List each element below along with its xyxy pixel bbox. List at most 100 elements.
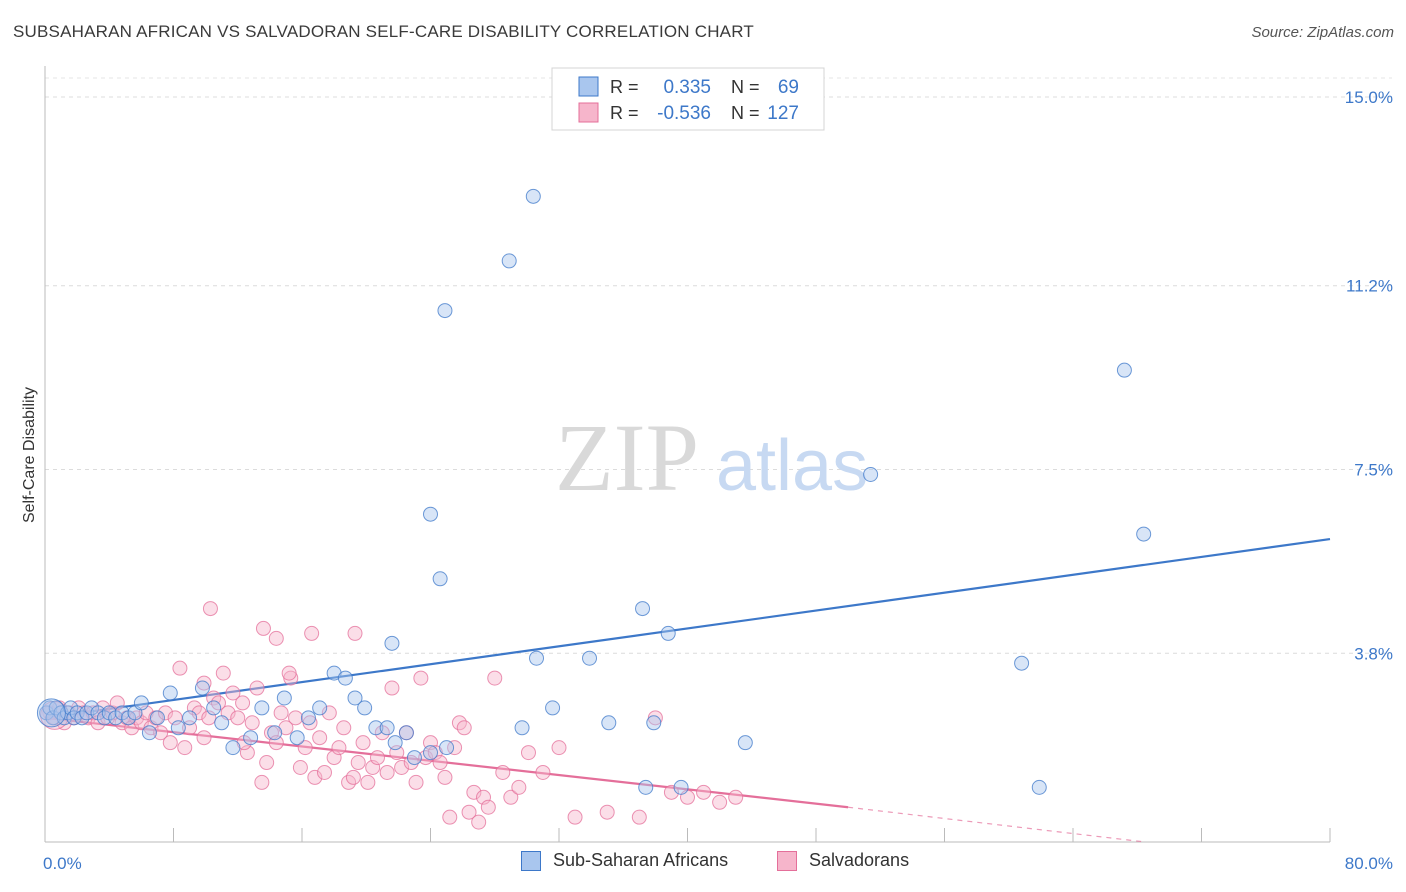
data-point [292, 760, 308, 775]
data-point [243, 730, 259, 746]
data-point [466, 784, 482, 800]
data-point [461, 804, 477, 820]
x-tick-label: 0.0% [43, 854, 82, 873]
data-point [304, 625, 320, 641]
data-point [439, 740, 455, 756]
data-point [289, 730, 305, 746]
y-tick-label: 15.0% [1345, 88, 1393, 107]
y-tick-label: 11.2% [1346, 277, 1393, 296]
data-point [1136, 526, 1152, 542]
stats-n-label-1: N = [731, 77, 760, 97]
data-point [582, 650, 598, 666]
x-tick-labels: 0.0% 80.0% [43, 854, 1393, 873]
y-tick-label: 7.5% [1354, 461, 1393, 480]
stats-swatch-pink [578, 102, 599, 123]
watermark-zip: ZIP [555, 404, 699, 511]
data-point [273, 705, 289, 721]
data-point [1031, 779, 1047, 795]
data-point [660, 625, 676, 641]
x-tick-label: 80.0% [1345, 854, 1393, 873]
grid-lines [45, 77, 1392, 654]
data-point [337, 670, 353, 686]
watermark: ZIP atlas [555, 404, 868, 511]
data-point [312, 700, 328, 716]
data-point [520, 745, 536, 761]
trend-line-pink-extension [848, 806, 1146, 843]
data-point [601, 715, 617, 731]
chart-title: SUBSAHARAN AFRICAN VS SALVADORAN SELF-CA… [13, 22, 754, 41]
data-point [503, 789, 519, 805]
data-point [254, 774, 270, 790]
data-point [157, 705, 173, 721]
data-point [379, 764, 395, 780]
data-point [357, 700, 373, 716]
data-point [281, 665, 297, 681]
data-point [423, 506, 438, 522]
data-point [206, 700, 222, 716]
trend-line-blue [44, 537, 1331, 719]
data-point [225, 685, 241, 701]
data-point [737, 735, 753, 751]
stats-r-value-2: -0.536 [657, 103, 711, 124]
data-point [567, 809, 583, 825]
data-point [447, 740, 463, 756]
data-point [432, 755, 448, 771]
legend-label-subsaharan: Sub-Saharan Africans [553, 850, 729, 870]
stats-n-value-1: 69 [778, 77, 799, 98]
data-point [336, 720, 352, 736]
data-point [162, 685, 178, 701]
data-point [345, 769, 361, 785]
stats-n-value-2: 127 [767, 103, 799, 124]
data-point [141, 725, 157, 741]
y-tick-label: 3.8% [1354, 644, 1393, 663]
data-point [551, 740, 567, 756]
legend-item-subsaharan: Sub-Saharan Africans [521, 850, 728, 871]
data-point [599, 804, 615, 820]
data-point [638, 779, 654, 795]
data-point [230, 710, 246, 726]
data-point [635, 601, 651, 617]
data-point [673, 779, 689, 795]
data-point [456, 720, 472, 736]
trend-line-salvadorans [44, 716, 1146, 843]
data-point [432, 571, 448, 587]
trend-line-pink [44, 716, 849, 809]
stats-n-label-2: N = [731, 103, 760, 123]
data-point [480, 799, 496, 815]
data-point [663, 784, 679, 800]
data-point [413, 670, 429, 686]
data-point [408, 774, 424, 790]
data-point [384, 680, 400, 696]
data-point [379, 720, 395, 736]
legend-swatch-pink [777, 850, 797, 871]
data-point [514, 720, 530, 736]
data-point [406, 750, 422, 766]
data-point [347, 690, 363, 706]
data-point [202, 601, 218, 617]
data-point [254, 700, 270, 716]
data-point [495, 764, 511, 780]
data-point [239, 745, 255, 761]
data-point [369, 750, 385, 766]
data-point [442, 809, 458, 825]
data-point [214, 715, 230, 731]
data-point [149, 710, 165, 726]
data-point [355, 735, 371, 751]
legend: Sub-Saharan Africans Salvadorans [0, 850, 1406, 880]
data-point [244, 715, 260, 731]
legend-label-salvadorans: Salvadorans [809, 850, 910, 870]
data-point [331, 740, 347, 756]
data-point [162, 735, 178, 751]
data-point [297, 740, 313, 756]
stats-box: R = 0.335 N = 69 R = -0.536 N = 127 [551, 67, 825, 131]
data-point [487, 670, 503, 686]
data-point [172, 660, 188, 676]
source-label: Source: ZipAtlas.com [1251, 24, 1394, 41]
data-point [133, 695, 149, 711]
data-point [347, 625, 363, 641]
watermark-atlas: atlas [716, 426, 868, 506]
trend-line-subsaharan [44, 537, 1331, 719]
data-point [1116, 362, 1132, 378]
data-point [863, 466, 879, 482]
